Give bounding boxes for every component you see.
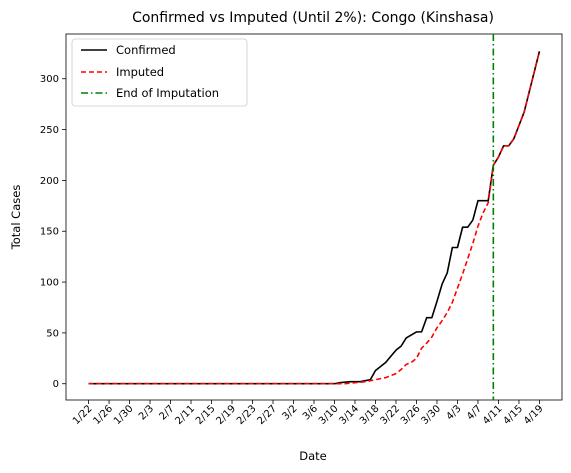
x-tick-label: 4/3 <box>444 403 463 422</box>
x-axis: 1/221/261/30 2/3 2/72/112/152/192/232/27 3/… <box>71 400 546 427</box>
x-tick-label: 2/3 <box>137 403 156 422</box>
y-tick-label: 300 <box>40 74 59 85</box>
y-tick-label: 150 <box>40 227 59 238</box>
x-tick-label: 2/15 <box>194 403 218 427</box>
x-tick-label: 3/10 <box>317 403 341 427</box>
y-tick-label: 200 <box>40 176 59 187</box>
x-tick-label: 1/30 <box>112 403 136 427</box>
chart-title: Confirmed vs Imputed (Until 2%): Congo (… <box>132 10 494 26</box>
x-tick-label: 3/22 <box>378 403 402 427</box>
x-axis-label: Date <box>299 449 327 463</box>
legend-label-imputed: Imputed <box>116 65 164 79</box>
legend-label-end-of-imputation: End of Imputation <box>116 86 219 100</box>
series-line-imputed <box>88 51 541 385</box>
x-tick-label: 4/11 <box>481 403 505 427</box>
x-tick-label: 4/15 <box>501 403 525 427</box>
legend-frame <box>71 38 248 107</box>
x-tick-label: 1/22 <box>71 403 95 427</box>
y-tick-label: 100 <box>40 278 59 289</box>
y-axis: 0 50 100 150 200 250 300 <box>40 74 66 390</box>
x-tick-label: 2/11 <box>173 403 197 427</box>
x-tick-label: 3/26 <box>399 403 423 427</box>
x-tick-label: 2/19 <box>214 403 238 427</box>
y-tick-label: 50 <box>46 328 59 339</box>
x-tick-label: 3/2 <box>280 403 299 422</box>
series-layer <box>88 34 541 400</box>
x-tick-label: 1/26 <box>91 403 115 427</box>
x-tick-label: 2/27 <box>255 403 279 427</box>
x-tick-label: 3/14 <box>337 403 361 427</box>
legend-label-confirmed: Confirmed <box>116 43 176 57</box>
x-tick-label: 2/23 <box>235 403 259 427</box>
y-axis-label: Total Cases <box>9 185 23 251</box>
legend: Confirmed Imputed End of Imputation <box>71 38 248 107</box>
x-tick-label: 3/18 <box>358 403 382 427</box>
y-tick-label: 250 <box>40 125 59 136</box>
y-tick-label: 0 <box>53 379 59 390</box>
x-tick-label: 3/30 <box>419 403 443 427</box>
x-tick-label: 4/19 <box>522 403 546 427</box>
